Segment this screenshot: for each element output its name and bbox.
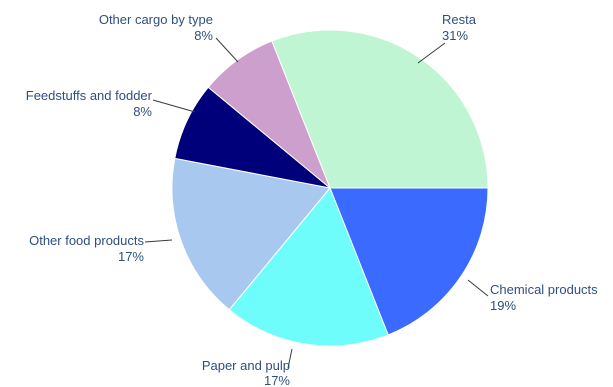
leader-line bbox=[467, 279, 489, 297]
leader-line bbox=[152, 99, 196, 113]
slice-value-label: 8% bbox=[194, 28, 213, 43]
slice-value-label: 31% bbox=[442, 28, 468, 43]
pie-slice-other-cargo-by-type bbox=[207, 40, 331, 189]
slice-label: Feedstuffs and fodder bbox=[26, 88, 153, 103]
leader-line bbox=[144, 239, 173, 243]
slice-value-label: 8% bbox=[133, 104, 152, 119]
pie-slices bbox=[171, 29, 489, 347]
slice-label: Paper and pulp bbox=[202, 358, 290, 373]
leader-line bbox=[417, 42, 446, 64]
leader-line bbox=[287, 348, 293, 369]
pie-slice-paper-and-pulp bbox=[228, 187, 389, 347]
slice-label: Resta bbox=[442, 12, 477, 27]
slice-label: Other cargo by type bbox=[99, 12, 213, 27]
slice-label: Other food products bbox=[29, 233, 144, 248]
leader-line bbox=[215, 37, 239, 63]
slice-value-label: 17% bbox=[264, 373, 290, 387]
pie-slice-resta bbox=[271, 29, 489, 189]
pie-slice-other-food-products bbox=[171, 157, 331, 311]
pie-slice-chemical-products bbox=[329, 187, 489, 336]
slice-value-label: 17% bbox=[118, 249, 144, 264]
slice-label: Chemical products bbox=[490, 282, 598, 297]
slice-value-label: 19% bbox=[490, 298, 516, 313]
pie-leader-lines bbox=[144, 37, 489, 369]
